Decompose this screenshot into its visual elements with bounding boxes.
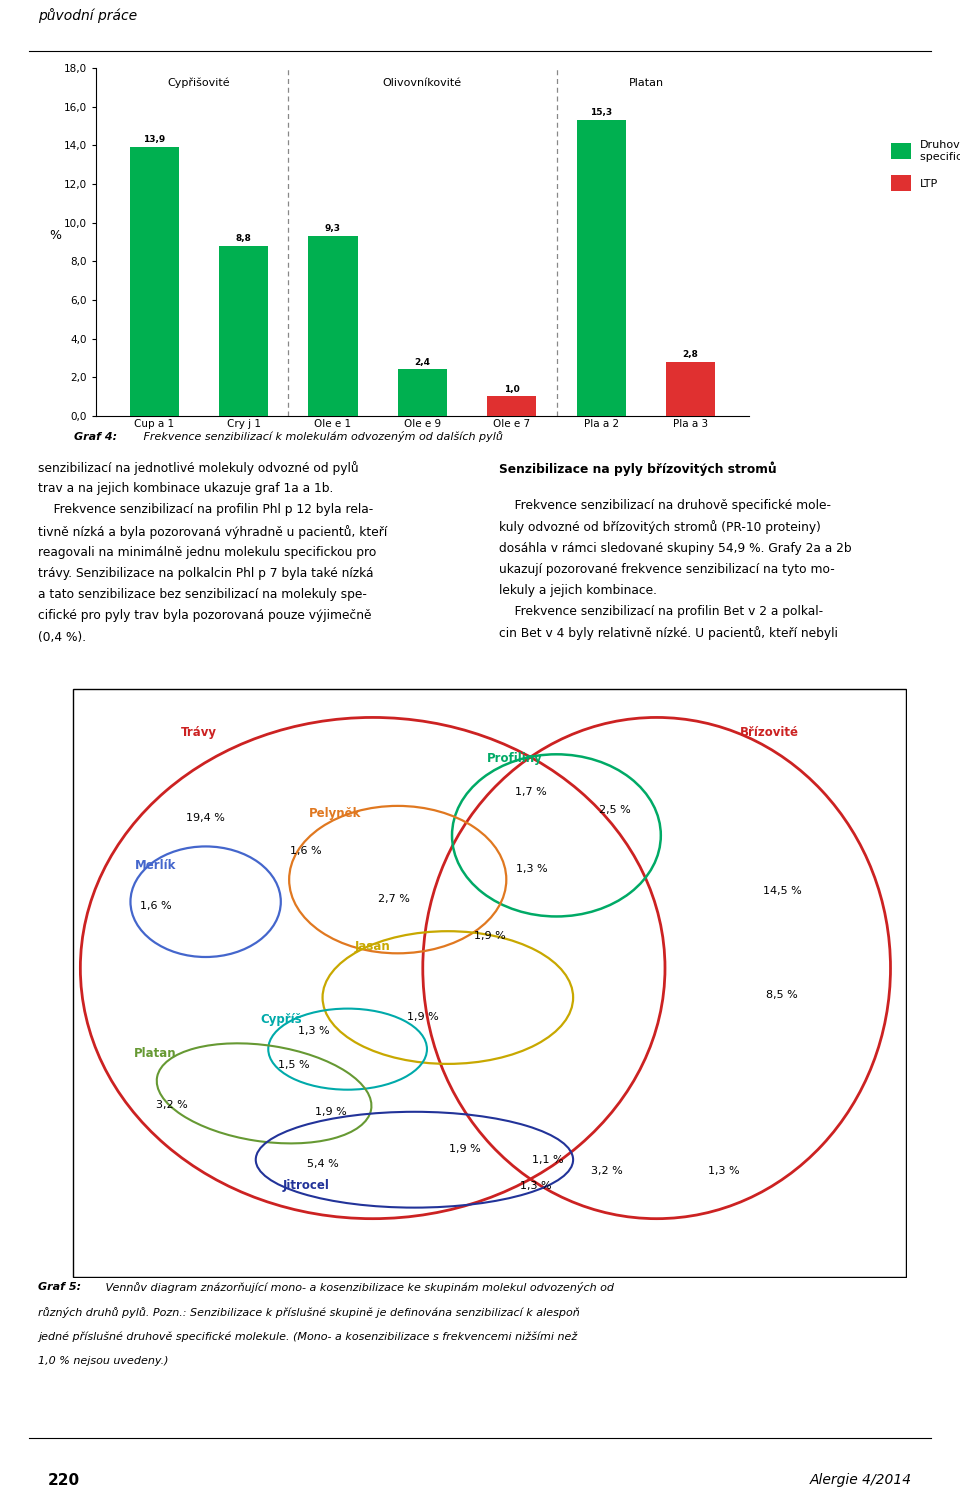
Text: 1,9 %: 1,9 % [473,930,506,940]
Text: reagovali na minimálně jednu molekulu specifickou pro: reagovali na minimálně jednu molekulu sp… [38,546,376,559]
Text: 15,3: 15,3 [590,109,612,118]
Text: 1,9 %: 1,9 % [407,1012,439,1022]
Text: dosáhla v rámci sledované skupiny 54,9 %. Grafy 2a a 2b: dosáhla v rámci sledované skupiny 54,9 %… [499,541,852,555]
Text: Platan: Platan [134,1046,177,1060]
Text: Merlík: Merlík [134,859,177,871]
Text: cifické pro pyly trav byla pozorovaná pouze výjimečně: cifické pro pyly trav byla pozorovaná po… [38,609,372,623]
Text: Frekvence senzibilizací na druhově specifické mole-: Frekvence senzibilizací na druhově speci… [499,499,831,513]
Text: Alergie 4/2014: Alergie 4/2014 [810,1473,912,1488]
Text: 9,3: 9,3 [325,224,341,233]
Text: původní práce: původní práce [38,9,137,23]
Text: trav a na jejich kombinace ukazuje graf 1a a 1b.: trav a na jejich kombinace ukazuje graf … [38,482,334,496]
Text: cin Bet v 4 byly relativně nízké. U pacientů, kteří nebyli: cin Bet v 4 byly relativně nízké. U paci… [499,626,838,640]
Bar [488,396,537,416]
Text: 1,3 %: 1,3 % [519,1181,551,1191]
Text: Frekvence senzibilizací na profilin Bet v 2 a polkal-: Frekvence senzibilizací na profilin Bet … [499,605,824,618]
Text: jedné příslušné druhově specifické molekule. (Mono- a kosenzibilizace s frekvenc: jedné příslušné druhově specifické molek… [38,1332,578,1343]
Text: Vennův diagram znázorňující mono- a kosenzibilizace ke skupinám molekul odvozený: Vennův diagram znázorňující mono- a kose… [102,1282,614,1293]
Text: lekuly a jejich kombinace.: lekuly a jejich kombinace. [499,584,658,597]
Text: tivně nízká a byla pozorovaná výhradně u pacientů, kteří: tivně nízká a byla pozorovaná výhradně u… [38,525,388,538]
Text: Jitrocel: Jitrocel [282,1179,329,1191]
Text: 220: 220 [48,1473,80,1488]
Text: Frekvence senzibilizací na profilin Phl p 12 byla rela-: Frekvence senzibilizací na profilin Phl … [38,503,373,517]
Text: Graf 4:: Graf 4: [74,432,117,442]
FancyBboxPatch shape [73,688,906,1278]
Text: Cypřišovité: Cypřišovité [168,77,230,88]
Text: Pelyněk: Pelyněk [309,807,361,820]
Text: Cypříš: Cypříš [260,1013,301,1027]
Text: Frekvence senzibilizací k molekulám odvozeným od dalších pylů: Frekvence senzibilizací k molekulám odvo… [140,431,503,443]
Text: 1,3 %: 1,3 % [708,1166,739,1176]
Text: 1,9 %: 1,9 % [315,1107,347,1117]
Text: Senzibilizace na pyly břízovitých stromů: Senzibilizace na pyly břízovitých stromů [499,461,777,476]
Text: a tato senzibilizace bez senzibilizací na molekuly spe-: a tato senzibilizace bez senzibilizací n… [38,588,368,602]
Text: 14,5 %: 14,5 % [762,886,802,897]
Text: 19,4 %: 19,4 % [186,812,225,823]
Text: 2,7 %: 2,7 % [377,894,410,904]
Bar [577,121,626,416]
Text: Břízovité: Břízovité [739,726,799,739]
Text: Trávy: Trávy [180,726,217,739]
Text: 1,5 %: 1,5 % [277,1060,309,1069]
Text: 2,8: 2,8 [683,349,699,358]
Text: 1,0 % nejsou uvedeny.): 1,0 % nejsou uvedeny.) [38,1356,169,1367]
Text: Platan: Platan [629,77,663,88]
Text: 1,9 %: 1,9 % [448,1145,480,1154]
Legend: Druhově
specifické složky, LTP: Druhově specifické složky, LTP [887,136,960,195]
Y-axis label: %: % [50,228,61,242]
Bar [666,361,715,416]
Text: 8,8: 8,8 [235,234,252,243]
Bar [130,147,179,416]
Text: 2,5 %: 2,5 % [599,806,631,815]
Text: 8,5 %: 8,5 % [766,989,798,999]
Text: různých druhů pylů. Pozn.: Senzibilizace k příslušné skupině je definována senzi: různých druhů pylů. Pozn.: Senzibilizace… [38,1308,580,1318]
Text: 1,1 %: 1,1 % [532,1155,564,1166]
Bar [219,246,268,416]
Text: (0,4 %).: (0,4 %). [38,631,86,644]
Text: senzibilizací na jednotlivé molekuly odvozné od pylů: senzibilizací na jednotlivé molekuly odv… [38,461,359,475]
Text: Olivovníkovité: Olivovníkovité [383,77,462,88]
Text: kuly odvozné od břízovitých stromů (PR-10 proteiny): kuly odvozné od břízovitých stromů (PR-1… [499,520,821,534]
Text: 1,3 %: 1,3 % [299,1027,330,1036]
Bar [397,369,447,416]
Text: Jasan: Jasan [355,939,391,953]
Text: 13,9: 13,9 [143,136,165,144]
Text: trávy. Senzibilizace na polkalcin Phl p 7 byla také nízká: trávy. Senzibilizace na polkalcin Phl p … [38,567,373,581]
Text: 3,2 %: 3,2 % [590,1166,622,1176]
Text: 1,0: 1,0 [504,384,519,393]
Text: ukazují pozorované frekvence senzibilizací na tyto mo-: ukazují pozorované frekvence senzibiliza… [499,562,835,576]
Text: 5,4 %: 5,4 % [306,1160,339,1169]
Text: 1,6 %: 1,6 % [140,901,171,912]
Text: Graf 5:: Graf 5: [38,1282,82,1293]
Text: 2,4: 2,4 [415,357,430,366]
Text: 1,6 %: 1,6 % [290,845,322,856]
Bar [308,236,357,416]
Text: 3,2 %: 3,2 % [156,1101,188,1110]
Text: 1,3 %: 1,3 % [516,865,547,874]
Text: Profiliny: Profiliny [487,751,542,765]
Text: 1,7 %: 1,7 % [516,786,547,797]
